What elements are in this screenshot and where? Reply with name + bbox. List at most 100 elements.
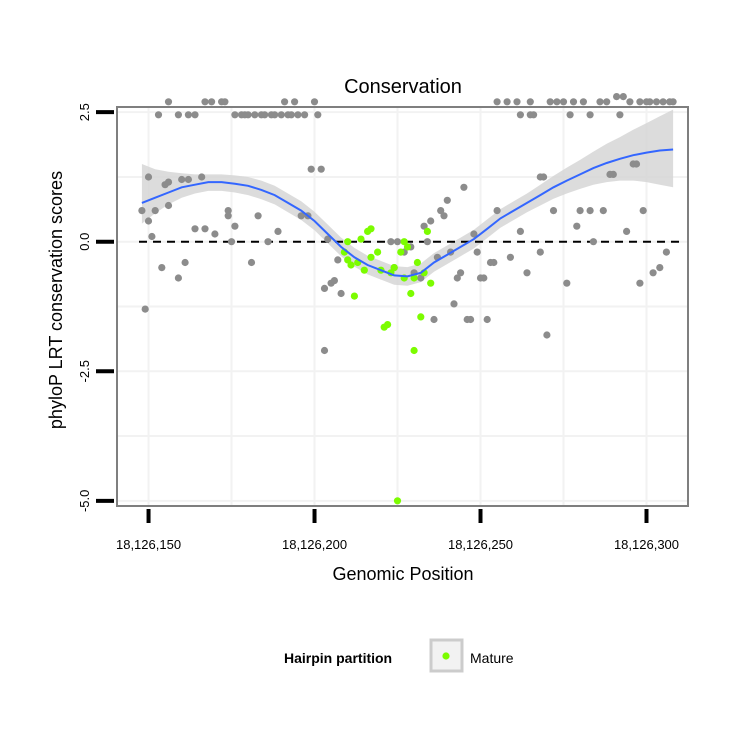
data-point-other	[483, 315, 491, 324]
data-point-mature	[427, 279, 435, 287]
data-point-other	[224, 207, 232, 215]
data-point-other	[639, 207, 647, 215]
legend-title: Hairpin partition	[284, 650, 392, 666]
data-point-other	[334, 256, 342, 264]
data-point-other	[619, 93, 627, 101]
data-point-other	[337, 289, 345, 298]
y-tick-label: 0.0	[77, 233, 92, 251]
data-point-other	[231, 222, 239, 230]
legend-key-box	[429, 638, 464, 673]
data-point-other	[553, 98, 561, 106]
data-point-other	[251, 111, 259, 119]
data-point-other	[247, 258, 256, 267]
data-point-other	[330, 277, 338, 285]
data-point-mature	[417, 313, 425, 321]
data-point-mature	[367, 225, 375, 233]
data-point-other	[596, 98, 604, 106]
data-point-other	[609, 170, 617, 178]
data-point-other	[254, 212, 262, 220]
data-point-mature	[413, 258, 421, 267]
data-point-other	[613, 93, 621, 101]
chart-title: Conservation	[344, 76, 462, 98]
data-point-other	[291, 98, 299, 106]
x-axis-label: Genomic Position	[332, 564, 473, 584]
legend-key-mature-marker	[442, 652, 450, 660]
data-point-other	[626, 98, 634, 106]
smooth-curve	[141, 148, 674, 278]
data-point-other	[559, 98, 568, 106]
data-point-other	[184, 111, 192, 119]
scatter-points	[138, 93, 677, 505]
data-point-mature	[423, 227, 431, 235]
data-point-mature	[390, 264, 398, 272]
data-point-other	[546, 98, 554, 106]
data-point-other	[430, 315, 438, 324]
data-point-other	[490, 258, 498, 267]
x-tick-label: 18,126,200	[282, 537, 347, 552]
data-point-other	[616, 111, 624, 119]
data-point-mature	[350, 292, 358, 300]
data-point-other	[656, 264, 664, 272]
data-point-other	[450, 300, 458, 308]
data-point-other	[569, 98, 578, 106]
data-point-other	[543, 331, 551, 339]
data-point-other	[181, 258, 189, 267]
data-point-other	[164, 178, 173, 186]
data-point-other	[586, 207, 594, 215]
data-point-other	[460, 183, 468, 191]
data-point-other	[264, 238, 272, 246]
data-point-mature	[344, 256, 352, 264]
data-point-other	[184, 175, 192, 184]
data-point-other	[393, 238, 402, 246]
legend: Hairpin partition Mature	[284, 638, 514, 673]
data-point-other	[506, 253, 514, 261]
data-point-other	[221, 98, 229, 106]
data-point-other	[164, 201, 173, 210]
data-point-other	[540, 173, 548, 181]
data-point-mature	[374, 248, 382, 256]
data-point-other	[198, 173, 206, 181]
data-point-other	[636, 98, 644, 106]
data-point-other	[178, 175, 186, 184]
data-point-other	[201, 98, 209, 106]
data-point-other	[231, 111, 239, 119]
data-point-other	[314, 111, 322, 119]
data-point-mature	[410, 346, 418, 355]
data-point-other	[191, 111, 199, 119]
data-point-other	[317, 165, 325, 173]
data-point-other	[287, 111, 295, 119]
data-point-other	[277, 111, 285, 119]
data-point-mature	[384, 321, 392, 329]
data-point-mature	[360, 266, 368, 274]
data-point-other	[526, 98, 534, 106]
data-point-other	[603, 98, 611, 106]
data-point-other	[586, 111, 594, 119]
data-point-other	[164, 98, 173, 106]
data-point-other	[513, 98, 521, 106]
data-point-other	[470, 230, 478, 238]
data-point-other	[227, 238, 236, 246]
data-point-other	[589, 238, 598, 246]
data-point-other	[523, 269, 531, 277]
data-point-other	[423, 238, 431, 246]
data-point-other	[310, 98, 319, 106]
data-point-mature	[397, 248, 405, 256]
data-point-other	[516, 227, 525, 235]
data-point-other	[493, 207, 501, 215]
data-point-other	[307, 165, 315, 173]
data-point-other	[294, 111, 302, 119]
data-point-other	[387, 238, 395, 246]
data-point-other	[536, 248, 544, 256]
data-point-other	[549, 207, 558, 215]
data-point-other	[646, 98, 654, 106]
data-point-other	[649, 269, 657, 277]
data-point-other	[417, 274, 425, 282]
data-point-other	[440, 212, 448, 220]
data-point-mature	[403, 243, 412, 251]
data-point-other	[320, 346, 329, 355]
data-point-other	[659, 98, 667, 106]
data-point-other	[457, 269, 465, 277]
data-point-other	[244, 111, 252, 119]
x-tick-label: 18,126,150	[116, 537, 181, 552]
